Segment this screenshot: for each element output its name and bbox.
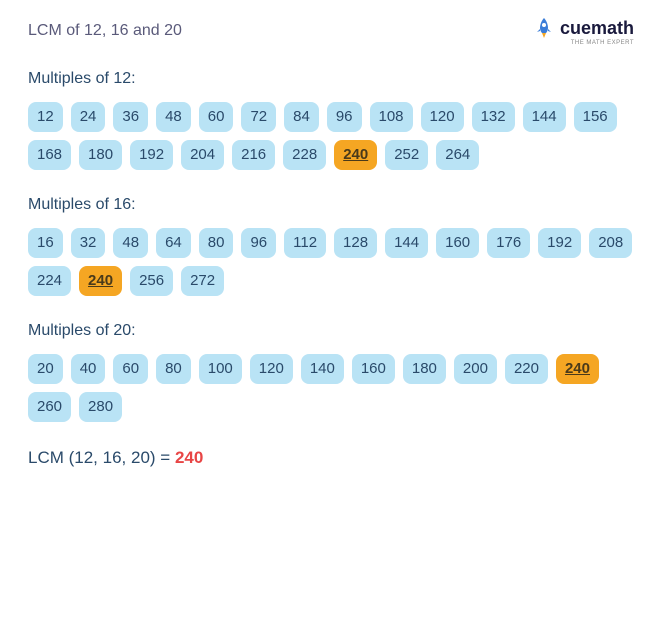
multiple-chip: 16 [28,228,63,258]
multiple-chip: 108 [370,102,413,132]
multiple-chip: 72 [241,102,276,132]
multiple-chip: 112 [284,228,326,258]
multiple-chip: 220 [505,354,548,384]
sections-container: Multiples of 12:122436486072849610812013… [28,70,634,422]
multiple-chip: 228 [283,140,326,170]
multiple-chip: 40 [71,354,106,384]
multiple-chip: 156 [574,102,617,132]
multiple-chip: 144 [385,228,428,258]
multiple-chip-highlighted: 240 [334,140,377,170]
multiple-chip: 80 [199,228,234,258]
section-title: Multiples of 16: [28,196,634,214]
multiple-chip: 24 [71,102,106,132]
multiple-chip: 20 [28,354,63,384]
header: LCM of 12, 16 and 20 cuemath THE MATH EX… [28,16,634,46]
result-value: 240 [175,448,203,467]
multiples-section: Multiples of 20:204060801001201401601802… [28,322,634,422]
multiple-chip: 140 [301,354,344,384]
multiple-chip: 204 [181,140,224,170]
multiple-chip: 144 [523,102,566,132]
logo-text: cuemath [560,18,634,39]
multiple-chip: 96 [327,102,362,132]
multiple-chip: 224 [28,266,71,296]
multiple-chip: 48 [113,228,148,258]
result-label: LCM (12, 16, 20) = [28,448,175,467]
logo-inner: cuemath [532,16,634,40]
result-line: LCM (12, 16, 20) = 240 [28,448,634,468]
page-title: LCM of 12, 16 and 20 [28,22,182,40]
multiple-chip: 256 [130,266,173,296]
multiple-chip: 192 [130,140,173,170]
multiple-chip: 208 [589,228,632,258]
multiple-chip: 128 [334,228,377,258]
multiple-chip: 64 [156,228,191,258]
multiple-chip: 120 [421,102,464,132]
multiple-chip: 160 [352,354,395,384]
multiple-chip: 168 [28,140,71,170]
multiple-chip: 48 [156,102,191,132]
section-title: Multiples of 12: [28,70,634,88]
chips-container: 16 3248 64 8096 112 128 144 160 176 192 208 224 240 2… [28,228,634,296]
chips-container: 12 2436 48 6072 84 96 108 120 132 144 156 168 180 192… [28,102,634,170]
multiple-chip: 60 [113,354,148,384]
multiple-chip: 132 [472,102,515,132]
multiples-section: Multiples of 12: 12 2436 48 6072 84 96 108 120 13… [28,70,634,170]
multiples-section: Multiples of 16: 16 3248 64 8096 112 128 144 160… [28,196,634,296]
multiple-chip: 180 [79,140,122,170]
multiple-chip: 84 [284,102,319,132]
section-title: Multiples of 20: [28,322,634,340]
multiple-chip: 80 [156,354,191,384]
chips-container: 20 4060 80 100 120 140 160 180 200 220 240 260 280 [28,354,634,422]
multiple-chip-highlighted: 240 [556,354,599,384]
multiple-chip: 192 [538,228,581,258]
multiple-chip: 264 [436,140,479,170]
logo: cuemath THE MATH EXPERT [532,16,634,46]
multiple-chip: 180 [403,354,446,384]
multiple-chip: 260 [28,392,71,422]
multiple-chip: 160 [436,228,479,258]
multiple-chip: 176 [487,228,530,258]
multiple-chip: 60 [199,102,234,132]
multiple-chip: 252 [385,140,428,170]
multiple-chip: 280 [79,392,122,422]
logo-tagline: THE MATH EXPERT [571,40,634,46]
multiple-chip: 36 [113,102,148,132]
rocket-icon [532,16,556,40]
multiple-chip: 120 [250,354,293,384]
multiple-chip: 12 [28,102,63,132]
multiple-chip: 32 [71,228,106,258]
multiple-chip: 272 [181,266,224,296]
multiple-chip: 100 [199,354,242,384]
multiple-chip: 96 [241,228,276,258]
multiple-chip-highlighted: 240 [79,266,122,296]
multiple-chip: 216 [232,140,275,170]
multiple-chip: 200 [454,354,497,384]
